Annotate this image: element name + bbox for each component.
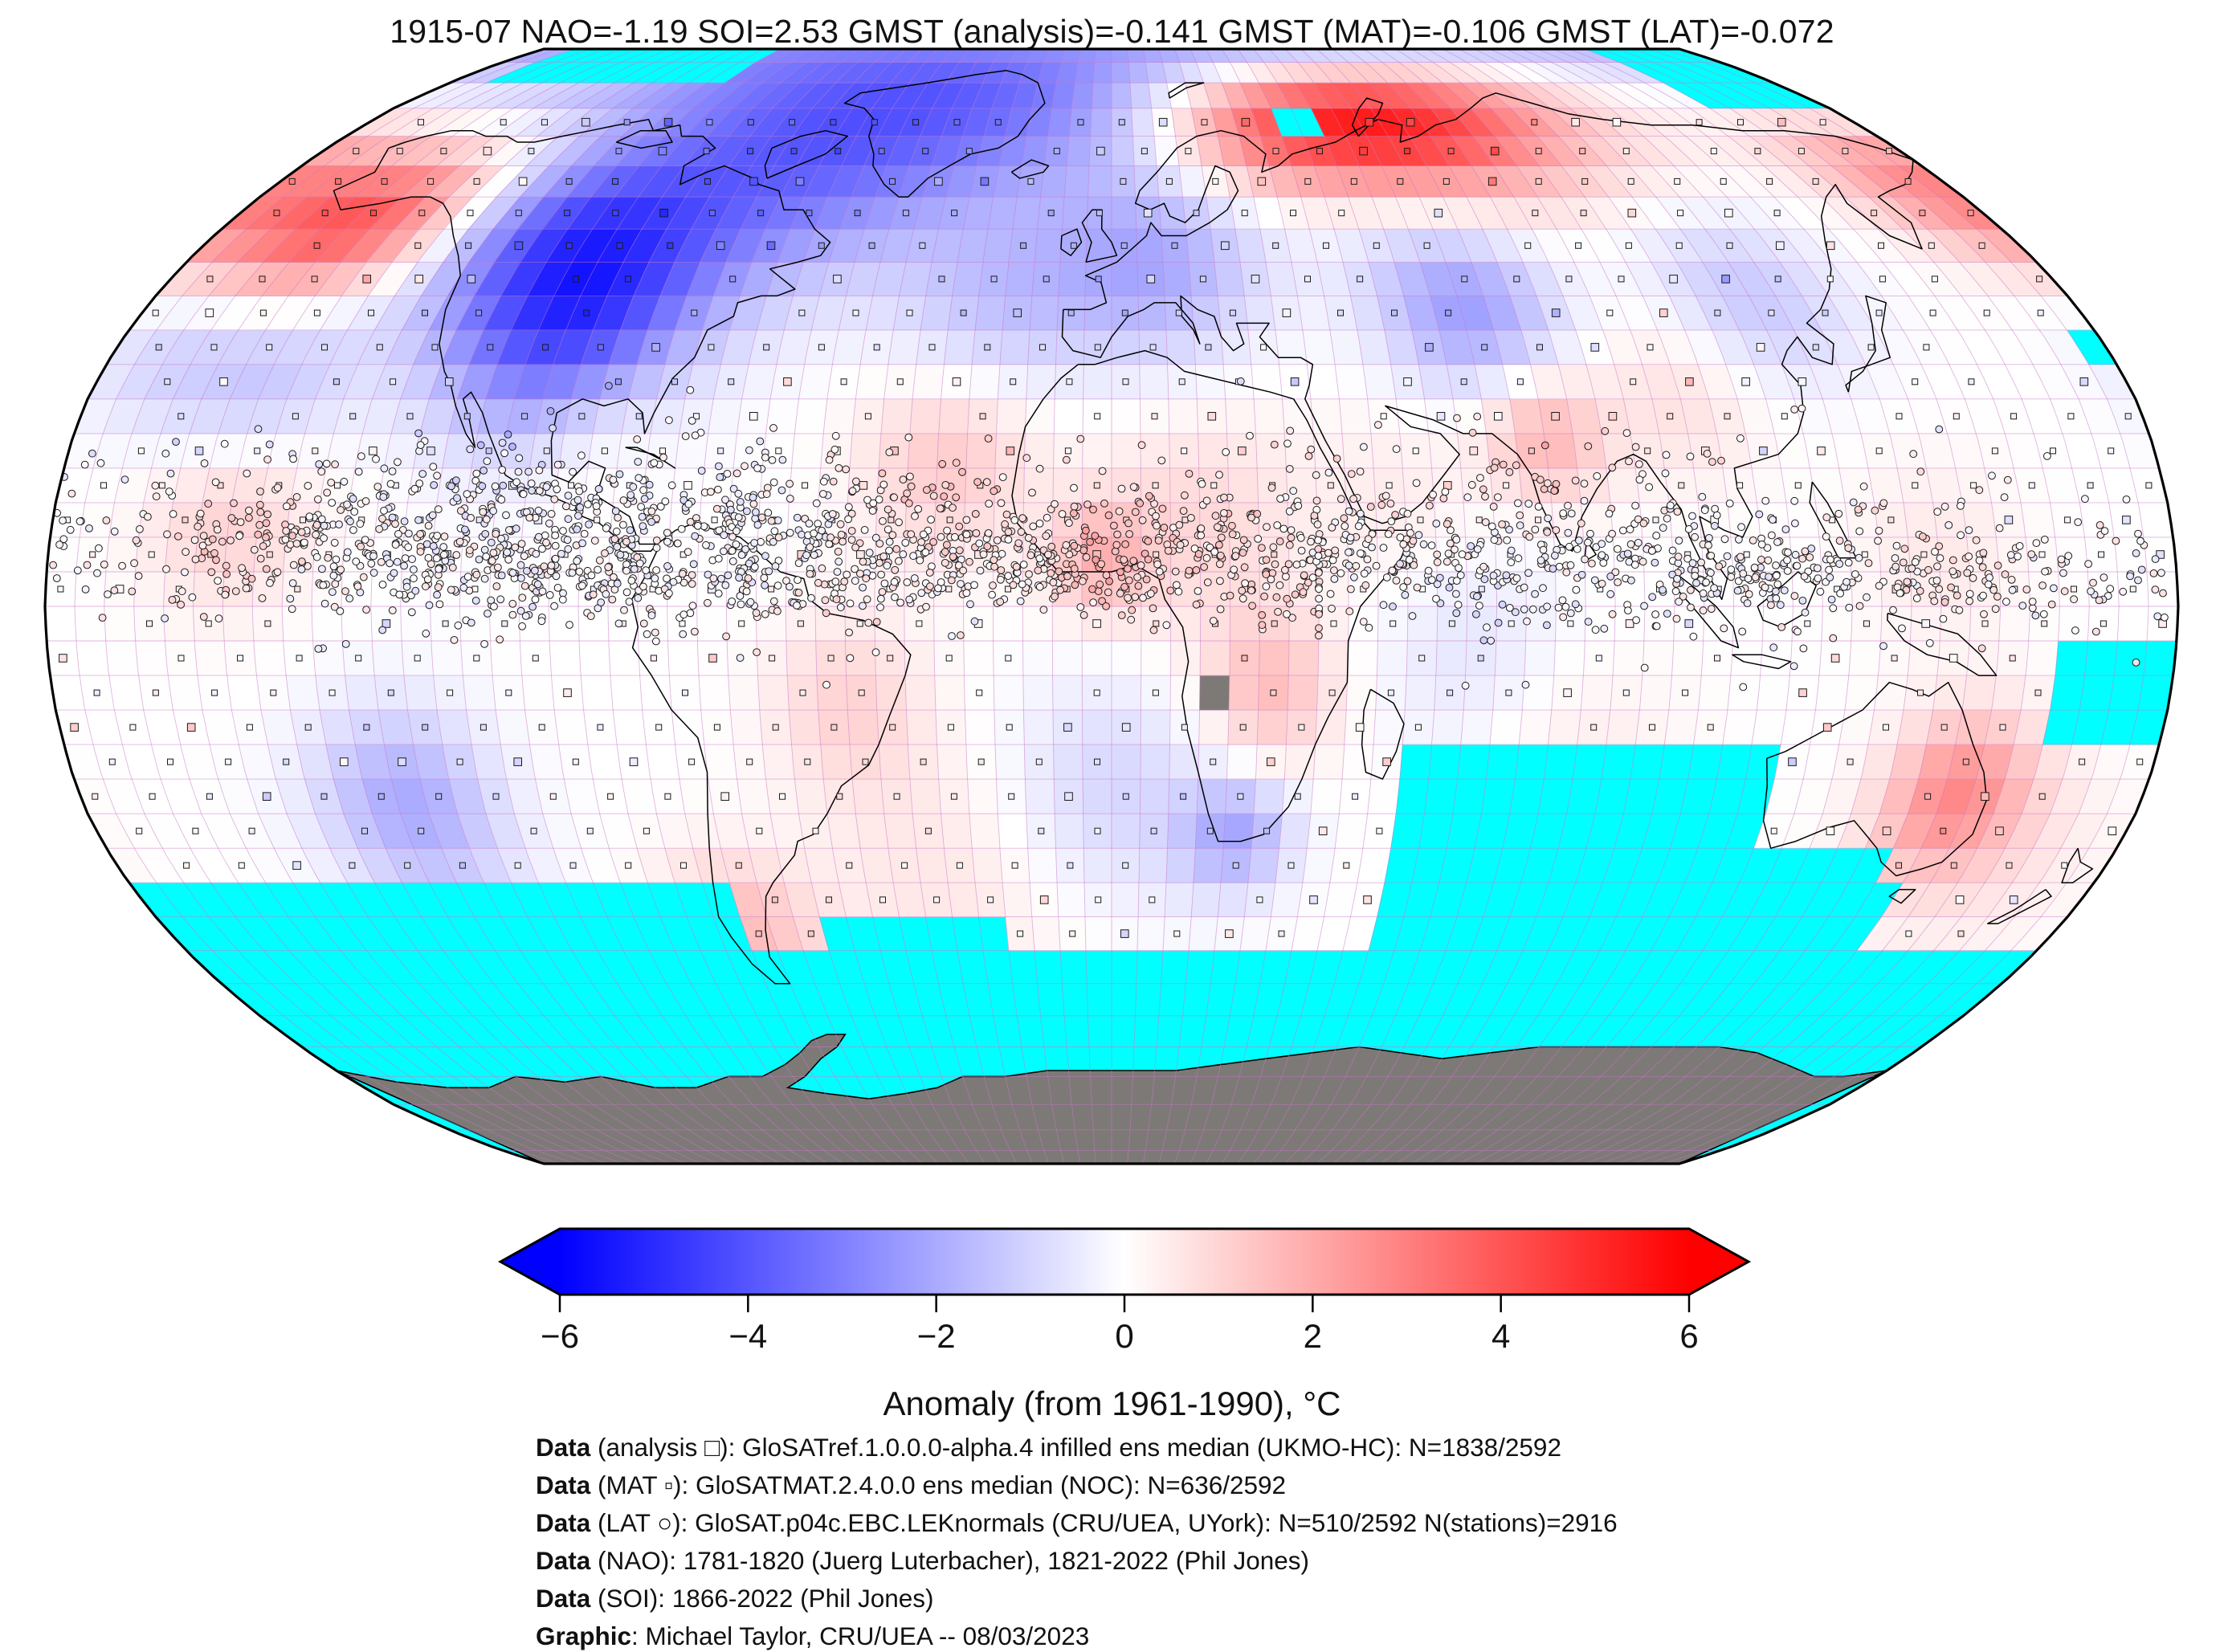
caption-text: (SOI): 1866-2022 (Phil Jones) bbox=[590, 1584, 934, 1613]
caption-text: (LAT ○): GloSAT.p04c.EBC.LEKnormals (CRU… bbox=[590, 1508, 1618, 1537]
caption-text: (MAT ▫): GloSATMAT.2.4.0.0 ens median (N… bbox=[590, 1470, 1287, 1499]
caption-keyword: Data bbox=[536, 1433, 591, 1462]
caption-keyword: Data bbox=[536, 1546, 591, 1575]
station-markers bbox=[49, 377, 2178, 691]
colorbar-tick-label: −2 bbox=[916, 1317, 956, 1355]
analysis-mat-markers bbox=[57, 117, 2167, 938]
caption-text: : Michael Taylor, CRU/UEA -- 08/03/2023 bbox=[631, 1621, 1090, 1650]
caption-line: Data (NAO): 1781-1820 (Juerg Luterbacher… bbox=[536, 1542, 1618, 1580]
graticule bbox=[45, 49, 2178, 1164]
colorbar-tick-label: 4 bbox=[1491, 1317, 1511, 1355]
caption-block: Data (analysis □): GloSATref.1.0.0.0-alp… bbox=[536, 1429, 1618, 1652]
colorbar-tick-label: 6 bbox=[1679, 1317, 1699, 1355]
caption-keyword: Graphic bbox=[536, 1621, 632, 1650]
colorbar-axis-label: Anomaly (from 1961-1990), °C bbox=[883, 1385, 1341, 1422]
caption-line: Graphic: Michael Taylor, CRU/UEA -- 08/0… bbox=[536, 1617, 1618, 1652]
colorbar-tick-label: −6 bbox=[541, 1317, 579, 1355]
colorbar bbox=[497, 1227, 1752, 1312]
caption-line: Data (analysis □): GloSATref.1.0.0.0-alp… bbox=[536, 1429, 1618, 1466]
caption-line: Data (SOI): 1866-2022 (Phil Jones) bbox=[536, 1580, 1618, 1617]
caption-keyword: Data bbox=[536, 1584, 591, 1613]
map-outline bbox=[43, 47, 2180, 1165]
figure-title: 1915-07 NAO=-1.19 SOI=2.53 GMST (analysi… bbox=[390, 13, 1834, 50]
caption-line: Data (LAT ○): GloSAT.p04c.EBC.LEKnormals… bbox=[536, 1504, 1618, 1542]
map-area bbox=[45, 49, 2178, 1164]
caption-line: Data (MAT ▫): GloSATMAT.2.4.0.0 ens medi… bbox=[536, 1466, 1618, 1504]
caption-text: (NAO): 1781-1820 (Juerg Luterbacher), 18… bbox=[590, 1546, 1310, 1575]
colorbar-tick-label: 0 bbox=[1115, 1317, 1134, 1355]
colorbar-gradient-bar bbox=[497, 1227, 1752, 1296]
caption-keyword: Data bbox=[536, 1470, 591, 1499]
caption-text: (analysis □): GloSATref.1.0.0.0-alpha.4 … bbox=[590, 1433, 1561, 1462]
caption-keyword: Data bbox=[536, 1508, 591, 1537]
colorbar-tick-label: 2 bbox=[1303, 1317, 1323, 1355]
colorbar-tick-label: −4 bbox=[728, 1317, 768, 1355]
